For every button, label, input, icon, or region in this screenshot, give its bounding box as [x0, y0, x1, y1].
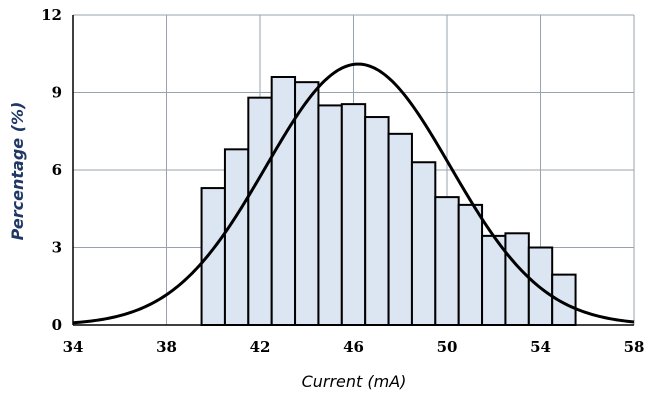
histogram-bar: [223, 148, 250, 326]
x-tick-label: 50: [437, 338, 458, 356]
normal-fit-curve-group: [72, 62, 635, 325]
histogram-bar: [317, 104, 343, 326]
histogram-bar: [270, 76, 297, 326]
x-tick-label: 46: [343, 338, 364, 356]
histogram-bar: [200, 187, 226, 326]
x-tick-label: 38: [156, 338, 177, 356]
histogram-bar: [434, 196, 460, 326]
histogram-bar: [364, 116, 390, 326]
histogram-bar: [247, 96, 273, 326]
histogram-bar: [410, 161, 437, 326]
histogram-bar: [504, 232, 530, 327]
y-tick-label: 9: [52, 84, 62, 102]
y-tick-label: 3: [52, 239, 62, 257]
y-tick-label: 6: [52, 161, 62, 179]
x-tick-label: 34: [63, 338, 84, 356]
histogram-bars: [200, 76, 577, 327]
histogram-bar: [387, 132, 413, 326]
histogram-bar: [457, 203, 484, 326]
y-axis-title: Percentage (%): [8, 102, 27, 241]
x-tick-label: 42: [250, 338, 271, 356]
x-tick-label: 54: [530, 338, 551, 356]
x-axis-title: Current (mA): [302, 372, 407, 391]
histogram-bar: [294, 81, 320, 326]
x-tick-label: 58: [624, 338, 645, 356]
histogram-bar: [340, 103, 367, 326]
tick-labels: 0 3 6 9 12 34 38 42 46 50 54 58: [41, 6, 644, 356]
normal-fit-curve: [72, 62, 635, 325]
y-tick-label: 12: [41, 6, 62, 24]
y-tick-label: 0: [52, 316, 62, 334]
axes: [72, 15, 634, 326]
